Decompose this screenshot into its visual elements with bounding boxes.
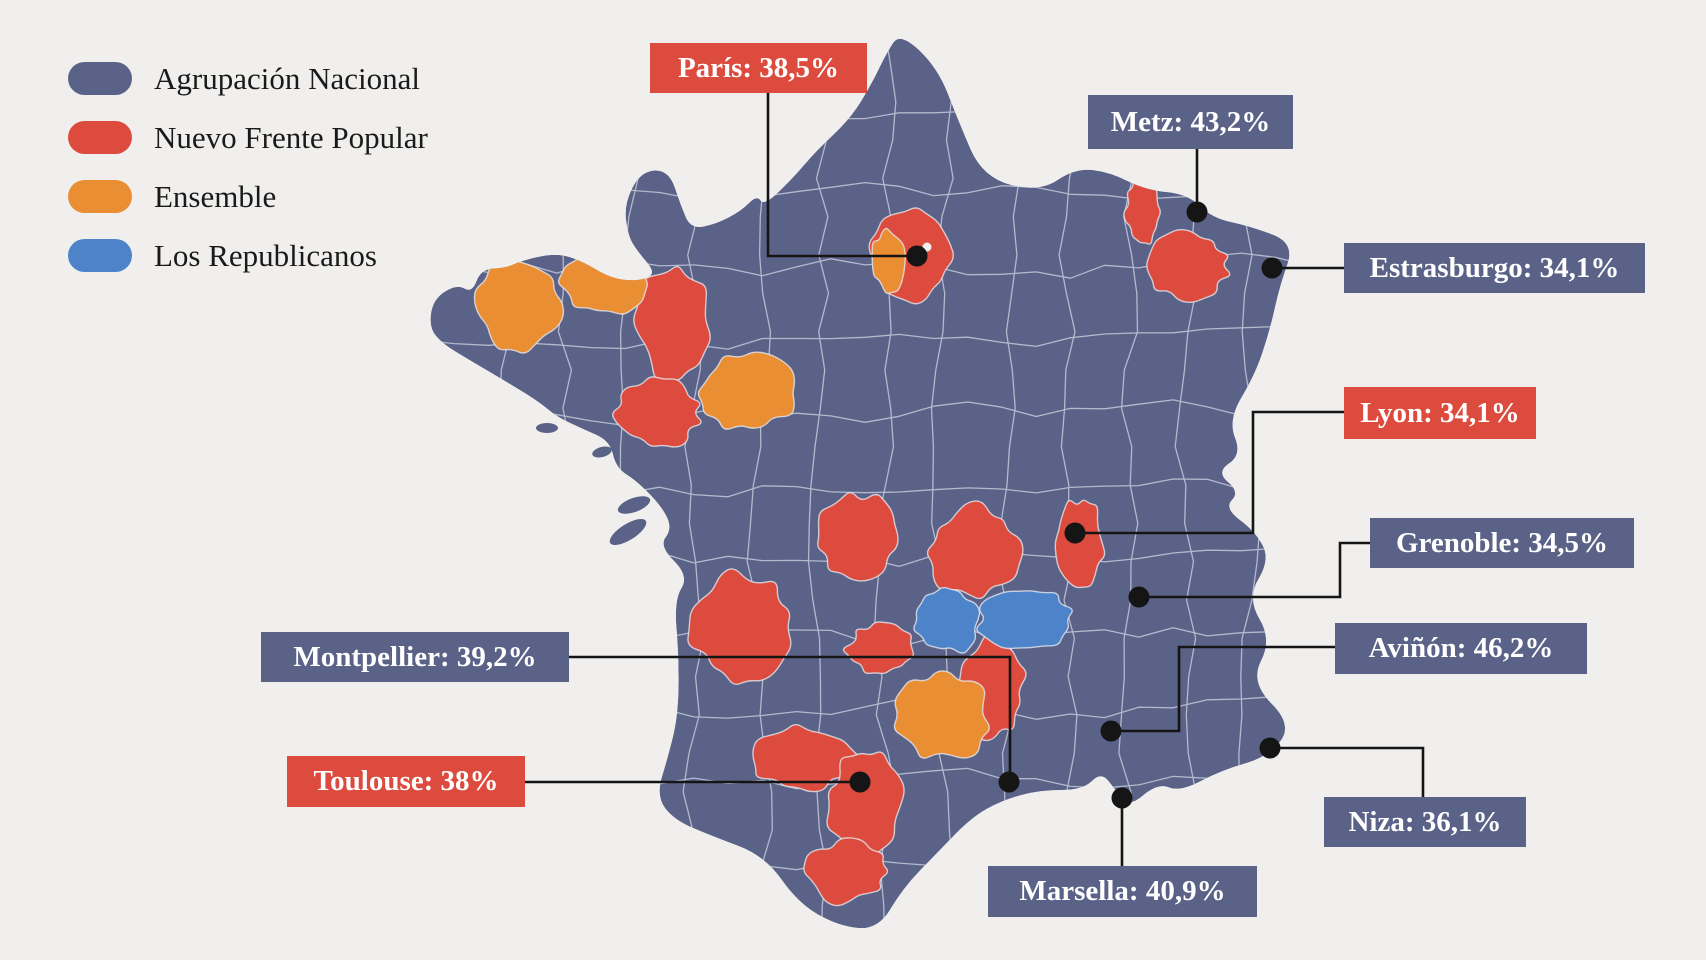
callout-line-lyon [1075, 410, 1344, 535]
legend-swatch-an [68, 62, 132, 95]
callout-dot-parís [906, 245, 928, 267]
region-ariege [803, 837, 889, 907]
callout-connectors [525, 93, 1425, 866]
callout-label-lyon: Lyon: 34,1% [1344, 387, 1536, 439]
region-haute-loire [976, 590, 1073, 650]
legend: Agrupación Nacional Nuevo Frente Popular E… [68, 62, 428, 272]
region-loire-atlantique [612, 376, 702, 448]
callout-dot-aviñón [1100, 720, 1122, 742]
callout-label-parís: París: 38,5% [650, 43, 867, 93]
callout-label-grenoble: Grenoble: 34,5% [1370, 518, 1634, 568]
callout-line-aviñón [1111, 645, 1335, 733]
region-finistere [473, 257, 565, 354]
legend-swatch-ens [68, 180, 132, 213]
france-land [430, 38, 1290, 929]
callout-label-marsella: Marsella: 40,9% [988, 866, 1257, 917]
party-regions [473, 179, 1231, 907]
callout-line-parís [766, 93, 917, 258]
callout-dot-montpellier [998, 771, 1020, 793]
callout-dot-estrasburgo [1261, 257, 1283, 279]
callout-line-montpellier [569, 655, 1012, 782]
callout-label-metz: Metz: 43,2% [1088, 95, 1293, 149]
callout-line-niza [1270, 746, 1425, 797]
callout-dot-grenoble [1128, 586, 1150, 608]
callout-label-toulouse: Toulouse: 38% [287, 756, 525, 807]
region-gironde [687, 568, 792, 685]
callout-label-montpellier: Montpellier: 39,2% [261, 632, 569, 682]
legend-swatch-nfp [68, 121, 132, 154]
legend-label-lr: Los Republicanos [154, 238, 377, 273]
legend-item-lr: Los Republicanos [68, 239, 428, 272]
callout-dot-marsella [1111, 787, 1133, 809]
region-meurthe-et-moselle [1146, 228, 1231, 303]
callout-label-aviñón: Aviñón: 46,2% [1335, 623, 1587, 674]
legend-label-an: Agrupación Nacional [154, 61, 420, 96]
callout-label-niza: Niza: 36,1% [1324, 797, 1526, 847]
callout-dot-metz [1186, 201, 1208, 223]
legend-swatch-lr [68, 239, 132, 272]
legend-label-ens: Ensemble [154, 179, 277, 214]
legend-label-nfp: Nuevo Frente Popular [154, 120, 428, 155]
region-gers [752, 724, 859, 793]
region-haute-vienne [817, 492, 899, 582]
atlantic-islands [536, 423, 651, 546]
legend-item-ens: Ensemble [68, 180, 428, 213]
callout-label-estrasburgo: Estrasburgo: 34,1% [1344, 243, 1645, 293]
callout-dot-lyon [1064, 522, 1086, 544]
region-rhone [1054, 499, 1106, 589]
callout-line-grenoble [1139, 541, 1370, 599]
region-ille-et-vilaine [633, 265, 711, 382]
region-aveyron [893, 670, 990, 759]
region-sarthe-anjou [697, 351, 796, 430]
callout-dot-niza [1259, 737, 1281, 759]
legend-item-an: Agrupación Nacional [68, 62, 428, 95]
legend-item-nfp: Nuevo Frente Popular [68, 121, 428, 154]
region-correze [842, 621, 915, 675]
callout-dot-toulouse [849, 771, 871, 793]
region-puy-de-dome [926, 500, 1024, 600]
region-cantal [913, 586, 981, 654]
